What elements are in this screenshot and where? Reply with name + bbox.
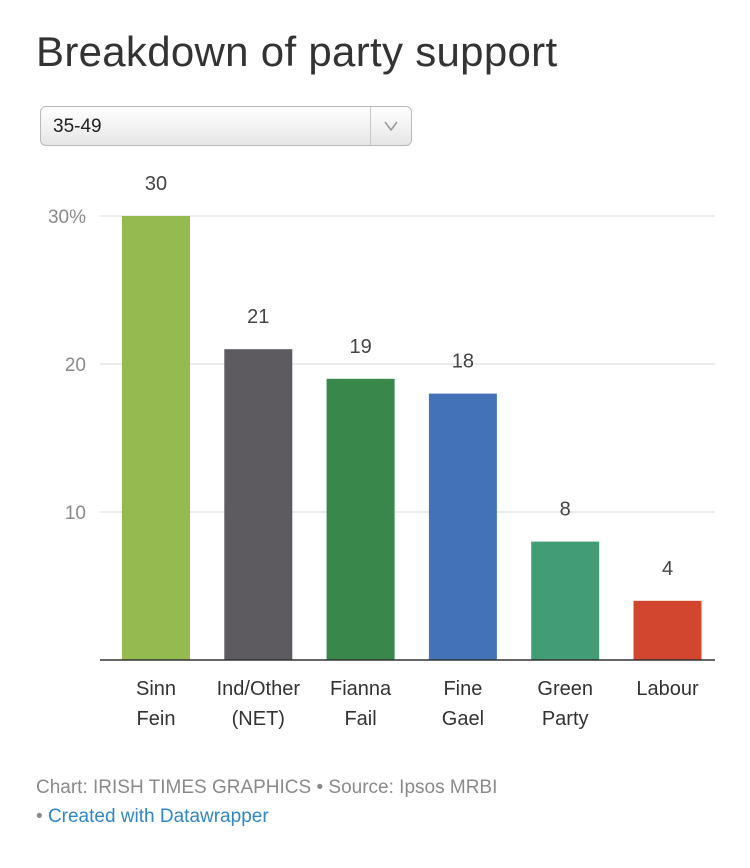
age-group-dropdown[interactable]: 35-49	[40, 106, 412, 146]
bar-4	[531, 541, 600, 660]
bar-5	[633, 600, 702, 660]
x-category-label: Green	[537, 678, 593, 700]
bar-value-label: 30	[145, 173, 167, 195]
bar-value-label: 21	[247, 306, 269, 328]
bar-value-label: 18	[452, 351, 474, 373]
dropdown-selected-value: 35-49	[53, 116, 102, 137]
footer-bullet: •	[36, 806, 43, 827]
bar-0	[122, 216, 190, 660]
chevron-down-icon[interactable]	[370, 107, 411, 145]
y-tick-label: 20	[65, 355, 86, 376]
x-category-label: Fianna	[330, 678, 392, 700]
source-credit: Chart: IRISH TIMES GRAPHICS • Source: Ip…	[36, 777, 498, 798]
x-category-label: Fine	[443, 678, 482, 700]
chart-footer: Chart: IRISH TIMES GRAPHICS • Source: Ip…	[36, 773, 497, 831]
chart-title: Breakdown of party support	[36, 28, 558, 75]
bar-value-label: 8	[560, 499, 571, 521]
y-tick-label: 10	[65, 503, 86, 524]
bar-3	[428, 393, 497, 660]
x-category-label: Ind/Other	[217, 678, 301, 700]
x-category-label: Fail	[344, 708, 376, 730]
x-category-label: Labour	[636, 678, 699, 700]
bar-2	[326, 378, 395, 660]
bar-1	[224, 349, 293, 660]
datawrapper-link[interactable]: Created with Datawrapper	[47, 806, 269, 827]
x-category-label: (NET)	[232, 708, 285, 730]
x-category-label: Sinn	[136, 678, 176, 700]
bar-value-label: 19	[349, 336, 371, 358]
x-category-label: Gael	[442, 708, 484, 730]
x-category-label: Party	[542, 708, 589, 730]
bar-chart: 30% 20 10 30 Sinn Fein 21 Ind/Other (NET) 19 Fiann…	[48, 173, 715, 730]
x-category-label: Fein	[137, 708, 176, 730]
y-tick-label: 30%	[48, 207, 86, 228]
bar-value-label: 4	[662, 558, 673, 580]
